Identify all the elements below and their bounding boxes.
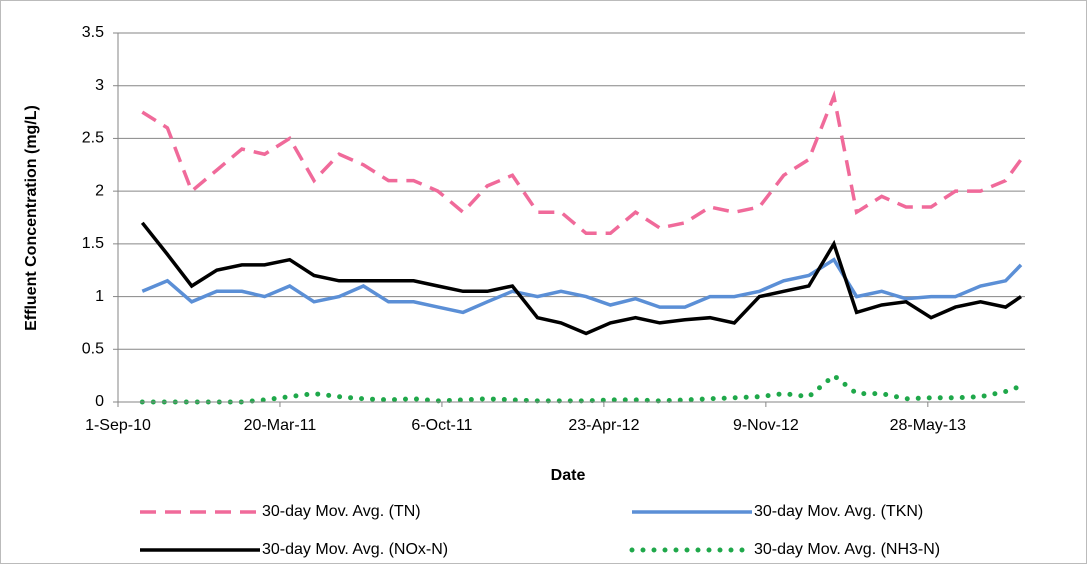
y-tick-label: 1 (95, 288, 104, 305)
x-tick-label: 20-Mar-11 (244, 417, 317, 434)
y-tick-label: 0 (95, 393, 104, 410)
y-tick-label: 2 (95, 182, 104, 199)
y-tick-label: 3.5 (82, 24, 104, 41)
legend-label: 30-day Mov. Avg. (NH3-N) (754, 541, 940, 558)
series-line (141, 257, 1023, 315)
y-tick-label: 1.5 (82, 235, 104, 252)
x-axis-title: Date (551, 467, 586, 484)
x-tick-label: 1-Sep-10 (85, 417, 151, 434)
y-axis-title: Effluent Concentration (mg/L) (23, 105, 40, 331)
series-line (141, 90, 1023, 236)
legend-label: 30-day Mov. Avg. (TKN) (754, 503, 923, 520)
x-tick-label: 9-Nov-12 (733, 417, 799, 434)
y-tick-label: 3 (95, 77, 104, 94)
legend-label: 30-day Mov. Avg. (NOx-N) (262, 541, 448, 558)
y-tick-label: 0.5 (82, 341, 104, 358)
x-tick-label: 6-Oct-11 (411, 417, 472, 434)
y-tick-label: 2.5 (82, 130, 104, 147)
x-tick-label: 28-May-13 (890, 417, 967, 434)
series-line (140, 221, 1022, 336)
legend-label: 30-day Mov. Avg. (TN) (262, 503, 421, 520)
x-tick-label: 23-Apr-12 (568, 417, 639, 434)
